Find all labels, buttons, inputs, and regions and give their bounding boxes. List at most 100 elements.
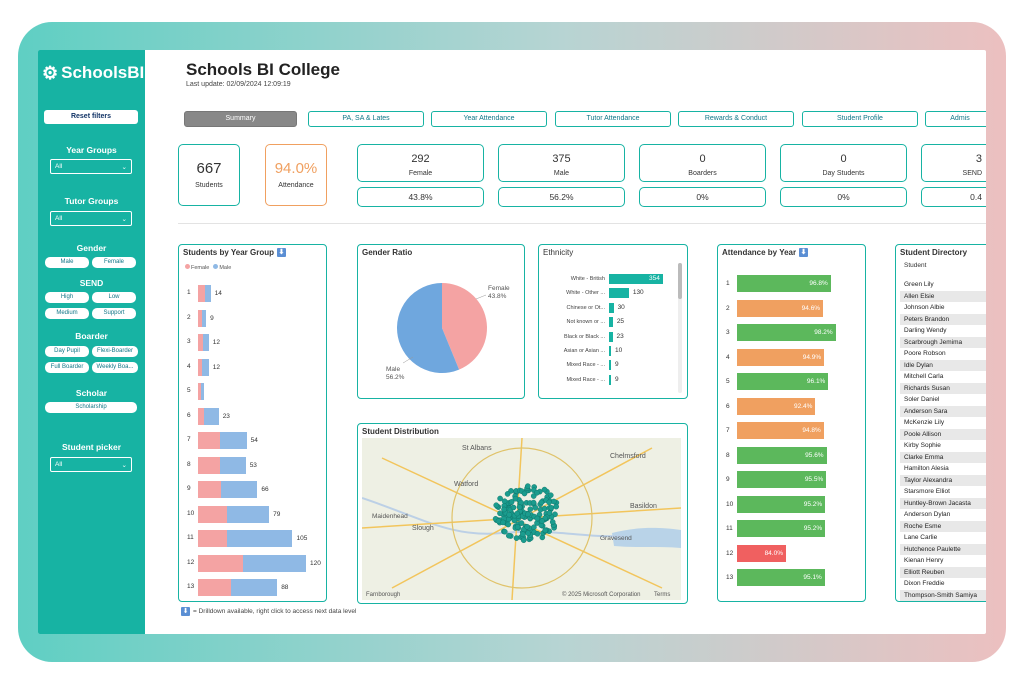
ethnicity-bar[interactable] <box>609 374 611 385</box>
student-location-marker[interactable] <box>505 521 511 528</box>
bar-male[interactable] <box>243 554 306 572</box>
ethnicity-bar[interactable] <box>609 360 611 371</box>
directory-row[interactable]: Elliott Reuben <box>900 566 986 578</box>
student-picker-dropdown[interactable]: All ⌄ <box>50 457 132 472</box>
directory-row[interactable]: Scarbrough Jemima <box>900 336 986 348</box>
bar-female[interactable] <box>198 505 227 523</box>
student-location-marker[interactable] <box>514 510 520 517</box>
tab-admissions[interactable]: Admis <box>925 111 986 127</box>
student-location-marker[interactable] <box>508 499 515 505</box>
attendance-bar[interactable]: 94.9% <box>737 348 825 366</box>
boarder-chip-weekly[interactable]: Weekly Boa... <box>92 362 138 373</box>
directory-row[interactable]: Thompson-Smith Samiya <box>900 589 986 601</box>
attendance-bar[interactable]: 84.0% <box>737 544 786 562</box>
bar-male[interactable] <box>221 481 258 498</box>
directory-row[interactable]: Taylor Alexandra <box>900 474 986 486</box>
student-location-marker[interactable] <box>548 505 555 511</box>
bar-female[interactable] <box>198 579 232 596</box>
bar-male[interactable] <box>219 456 246 474</box>
directory-row[interactable]: Anderson Sara <box>900 405 986 417</box>
directory-row[interactable]: Idle Dylan <box>900 359 986 371</box>
student-location-marker[interactable] <box>514 524 521 530</box>
attendance-bar[interactable]: 95.5% <box>737 471 827 488</box>
student-location-marker[interactable] <box>541 486 548 493</box>
attendance-bar[interactable]: 94.8% <box>737 422 824 439</box>
student-location-marker[interactable] <box>511 517 518 524</box>
student-location-marker[interactable] <box>520 537 527 543</box>
student-location-marker[interactable] <box>500 519 506 526</box>
boarder-chip-day-pupil[interactable]: Day Pupil <box>45 346 89 357</box>
directory-row[interactable]: Allen Elsie <box>900 290 986 302</box>
student-location-marker[interactable] <box>534 531 541 537</box>
student-location-marker[interactable] <box>553 503 559 510</box>
attendance-bar[interactable]: 96.8% <box>737 275 831 292</box>
tab-summary[interactable]: Summary <box>184 111 297 127</box>
send-chip-high[interactable]: High <box>45 292 89 303</box>
directory-row[interactable]: Johnson Albie <box>904 304 945 311</box>
student-location-marker[interactable] <box>505 516 512 523</box>
bar-female[interactable] <box>198 285 206 302</box>
student-location-marker[interactable] <box>493 502 499 508</box>
directory-row[interactable]: Poole Allison <box>900 428 986 440</box>
student-location-marker[interactable] <box>531 524 537 530</box>
directory-row[interactable]: Clarke Emma <box>900 451 986 463</box>
student-location-marker[interactable] <box>534 515 541 522</box>
student-location-marker[interactable] <box>550 498 557 505</box>
student-location-marker[interactable] <box>525 511 531 518</box>
scholar-chip-scholarship[interactable]: Scholarship <box>45 402 137 413</box>
directory-row[interactable]: Huntley-Brown Jacasta <box>900 497 986 509</box>
student-location-marker[interactable] <box>546 510 553 516</box>
student-location-marker[interactable] <box>505 532 512 539</box>
tab-student-profile[interactable]: Student Profile <box>802 111 918 127</box>
directory-row[interactable]: Dixon Freddie <box>904 580 945 587</box>
tab-tutor-attendance[interactable]: Tutor Attendance <box>555 111 671 127</box>
tab-rewards-conduct[interactable]: Rewards & Conduct <box>678 111 794 127</box>
student-location-marker[interactable] <box>546 499 552 506</box>
directory-row[interactable]: Anderson Dylan <box>904 511 951 518</box>
drilldown-icon[interactable]: ⬇ <box>799 248 809 257</box>
bar-male[interactable] <box>226 505 270 523</box>
bar-female[interactable] <box>198 456 220 474</box>
directory-row[interactable]: Green Lily <box>904 281 934 288</box>
student-location-marker[interactable] <box>518 520 525 526</box>
ethnicity-scrollbar-thumb[interactable] <box>678 263 682 299</box>
directory-row[interactable]: Hutchence Paulette <box>900 543 986 555</box>
ethnicity-bar[interactable] <box>609 346 611 356</box>
bar-male[interactable] <box>204 407 219 425</box>
attendance-bar[interactable]: 95.2% <box>737 495 826 513</box>
directory-row[interactable]: Lane Carlie <box>904 534 938 541</box>
attendance-bar[interactable]: 95.2% <box>737 520 826 537</box>
bar-male[interactable] <box>201 358 209 376</box>
ethnicity-scrollbar[interactable] <box>678 263 682 393</box>
student-location-marker[interactable] <box>530 499 537 506</box>
directory-row[interactable]: Poore Robson <box>904 350 946 357</box>
bar-female[interactable] <box>198 383 201 400</box>
student-location-marker[interactable] <box>525 530 531 536</box>
student-location-marker[interactable] <box>512 495 519 502</box>
attendance-bar[interactable]: 98.2% <box>737 324 836 341</box>
bar-female[interactable] <box>198 481 222 498</box>
student-location-marker[interactable] <box>527 506 534 512</box>
send-chip-support[interactable]: Support <box>92 308 136 319</box>
directory-row[interactable]: McKenzie Lily <box>904 419 945 426</box>
pie-slice-female[interactable] <box>442 283 487 370</box>
student-location-marker[interactable] <box>534 490 540 496</box>
bar-female[interactable] <box>198 358 202 376</box>
bar-female[interactable] <box>198 530 227 547</box>
drilldown-icon[interactable]: ⬇ <box>276 248 286 257</box>
send-chip-medium[interactable]: Medium <box>45 308 89 319</box>
student-location-marker[interactable] <box>549 519 556 525</box>
student-location-marker[interactable] <box>524 524 530 530</box>
bar-male[interactable] <box>219 432 247 449</box>
student-location-marker[interactable] <box>501 528 508 535</box>
student-location-marker[interactable] <box>510 504 517 511</box>
student-location-marker[interactable] <box>516 504 523 510</box>
ethnicity-bar[interactable] <box>609 288 629 299</box>
tab-year-attendance[interactable]: Year Attendance <box>431 111 547 127</box>
student-location-marker[interactable] <box>539 518 545 524</box>
directory-row[interactable]: Kienan Henry <box>904 557 944 564</box>
gender-chip-female[interactable]: Female <box>92 257 136 268</box>
student-location-marker[interactable] <box>513 535 520 541</box>
ethnicity-bar[interactable] <box>609 317 613 328</box>
student-location-marker[interactable] <box>501 506 507 513</box>
